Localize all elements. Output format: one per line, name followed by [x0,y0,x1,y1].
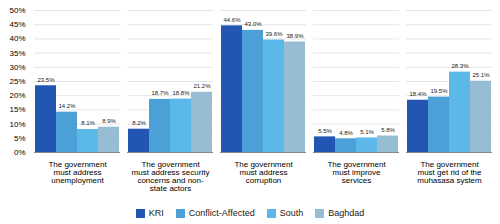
svg-text:21.2%: 21.2% [193,83,211,89]
svg-text:18.4%: 18.4% [409,91,427,97]
svg-text:4.8%: 4.8% [339,130,353,136]
svg-text:20%: 20% [9,91,25,100]
svg-text:14.2%: 14.2% [58,103,76,109]
svg-text:8.1%: 8.1% [81,120,95,126]
svg-text:30%: 30% [9,63,25,72]
svg-text:44.6%: 44.6% [223,17,241,23]
svg-text:18.7%: 18.7% [151,90,169,96]
svg-text:25%: 25% [9,77,25,86]
svg-text:5.5%: 5.5% [318,128,332,134]
svg-text:5.1%: 5.1% [360,129,374,135]
svg-text:19.5%: 19.5% [430,88,448,94]
svg-text:45%: 45% [9,20,25,29]
svg-text:The governmentmust addresscorr: The governmentmust addresscorruption [234,160,293,185]
svg-text:8.2%: 8.2% [132,120,146,126]
svg-text:The governmentmust get rid of: The governmentmust get rid of themuhasas… [417,160,482,185]
svg-text:5.8%: 5.8% [381,127,395,133]
html-text:South: South [279,208,304,218]
svg-text:40%: 40% [9,34,25,43]
svg-text:38.9%: 38.9% [286,33,304,39]
svg-text:50%: 50% [9,6,25,15]
svg-text:The governmentmust addressunem: The governmentmust addressunemployment [48,160,107,185]
html-text:KRI: KRI [148,208,164,218]
svg-text:25.1%: 25.1% [472,72,490,78]
svg-text:39.6%: 39.6% [265,31,283,37]
svg-text:The governmentmust address sec: The governmentmust address securityconce… [132,160,210,193]
svg-text:18.8%: 18.8% [172,90,190,96]
svg-text:5%: 5% [14,134,26,143]
svg-text:10%: 10% [9,120,25,129]
svg-text:23.5%: 23.5% [37,77,55,83]
svg-text:35%: 35% [9,49,25,58]
html-text:Baghdad: Baghdad [328,208,365,218]
svg-text:43.0%: 43.0% [244,21,262,27]
svg-text:8.9%: 8.9% [102,118,116,124]
svg-text:The governmentmust improveserv: The governmentmust improveservices [327,160,386,185]
svg-text:0%: 0% [14,148,26,157]
html-text:Conflict-Affected: Conflict-Affected [188,208,255,218]
svg-text:28.3%: 28.3% [451,63,469,69]
svg-text:15%: 15% [9,105,25,114]
